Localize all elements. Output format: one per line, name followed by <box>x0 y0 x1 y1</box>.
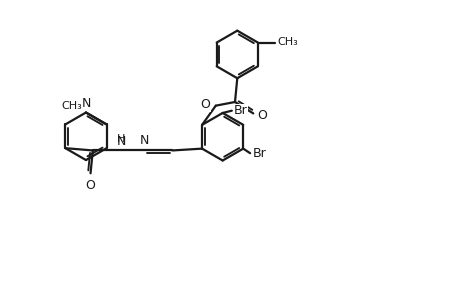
Text: O: O <box>257 109 266 122</box>
Text: N: N <box>116 135 126 148</box>
Text: O: O <box>200 98 210 111</box>
Text: N: N <box>140 134 149 147</box>
Text: O: O <box>85 179 95 192</box>
Text: N: N <box>81 97 90 110</box>
Text: CH₃: CH₃ <box>277 37 297 46</box>
Text: H: H <box>117 134 125 144</box>
Text: Br: Br <box>234 104 247 117</box>
Text: Br: Br <box>252 147 266 160</box>
Text: CH₃: CH₃ <box>62 101 82 111</box>
